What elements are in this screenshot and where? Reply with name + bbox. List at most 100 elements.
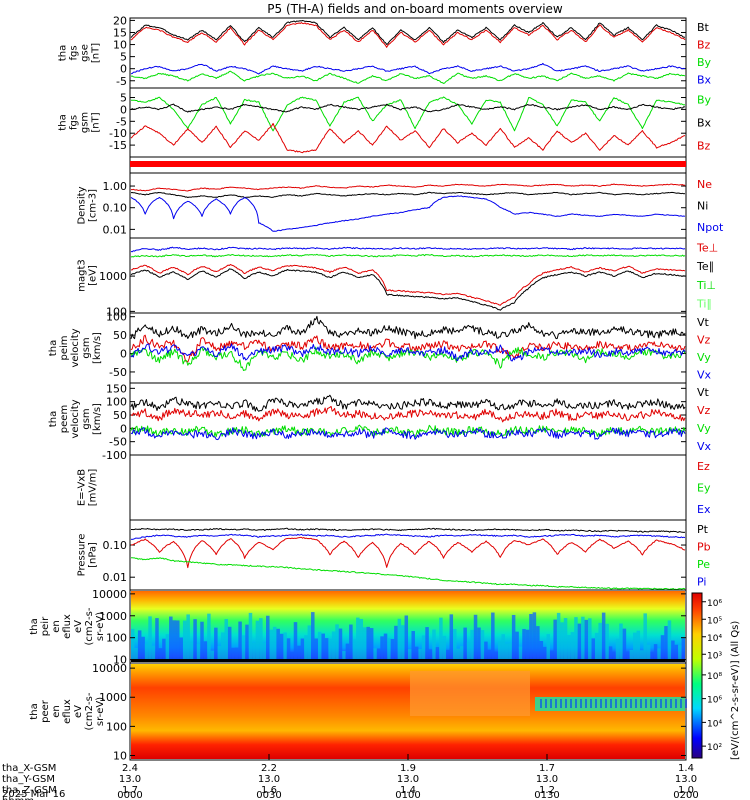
y-tick-label: 1000 [99, 610, 127, 623]
axis-row-value: 13.0 [258, 774, 280, 785]
date-label: 2025 Mar 16 [2, 789, 65, 800]
spectrogram-stripe [565, 699, 567, 708]
spectrogram-stripe [540, 699, 542, 708]
spectrogram-column [660, 635, 665, 662]
spectrogram-column [470, 629, 474, 662]
spectrogram-column [667, 620, 672, 662]
y-axis-label-line: gsm [81, 337, 92, 358]
y-tick-label: 0.01 [103, 571, 128, 584]
spectrogram-column [272, 626, 277, 662]
spectrogram-column [262, 642, 267, 662]
series-by [131, 96, 686, 132]
series-bx [130, 103, 686, 113]
y-axis-label: thapeirenefluxeV(cm2-s-sr-eV) [29, 607, 106, 645]
spectrogram-column [328, 638, 332, 662]
legend-entry: Bz [697, 38, 711, 51]
spectrogram-column [394, 625, 398, 662]
y-axis-label-line: eV [73, 620, 84, 633]
spectrogram-column [324, 638, 329, 662]
spectrogram-column [193, 619, 197, 662]
spectrogram-column [203, 641, 208, 662]
colorbar-tick-label: 10⁵ [707, 616, 722, 626]
spectrogram-column [612, 651, 616, 662]
spectrogram-column [134, 647, 138, 662]
spectrogram-column [331, 631, 336, 662]
legend-entry: Ex [697, 503, 711, 516]
legend-entry: By [697, 56, 712, 69]
axis-row-value: 1.7 [539, 763, 555, 774]
colorbar: 10⁶ 10⁵ 10⁴ 10³ 10⁸ 10⁶ 10⁴ 10² [eV/(cm^2-s-sr-… [691, 592, 741, 760]
y-axis-label-line: fgs [69, 45, 80, 60]
y-axis-label-line: [nT] [91, 112, 102, 132]
y-axis-label-line: sr-eV) [95, 612, 106, 641]
time-tick-label: 0100 [395, 790, 420, 800]
series-bz [130, 22, 686, 48]
legend-entry: Ti⊥ [696, 279, 716, 292]
spectrogram-stripe [630, 699, 632, 708]
spectrogram-column [425, 627, 429, 662]
y-axis-label-line: gse [80, 44, 91, 62]
y-axis-label-line: en [51, 705, 62, 718]
spectrogram-stripe [665, 699, 667, 708]
y-tick-label: 100 [106, 305, 127, 318]
spectrogram-column [442, 635, 447, 662]
spectrogram-column [646, 644, 651, 662]
spectrogram-column [383, 633, 388, 662]
series-bz [130, 122, 686, 154]
y-axis-label-line: en [51, 620, 62, 633]
spectrogram-column [577, 623, 582, 662]
spectrogram-column [515, 631, 519, 662]
axis-row-value: 1.6 [261, 785, 277, 796]
spectrogram-column [650, 651, 654, 662]
y-tick-label: 10000 [92, 588, 127, 601]
colorbar-tick-label: 10² [707, 743, 722, 753]
spectrogram-column [397, 618, 402, 662]
spectrogram-column [674, 644, 679, 662]
spectrogram-stripe [650, 699, 652, 708]
spectrogram-column [141, 636, 145, 662]
axis-row-label: tha_Z-GSM [2, 785, 57, 796]
spectrogram-column [266, 615, 270, 662]
spectrogram-column [456, 648, 460, 662]
y-tick-label: 0 [120, 63, 127, 76]
legend-entry: Bz [697, 140, 711, 153]
y-tick-label: 100 [106, 720, 127, 733]
spectrogram-column [511, 614, 516, 662]
spectrogram-column [536, 626, 540, 662]
series-vy [130, 346, 686, 371]
spectrogram-floor [131, 659, 685, 662]
legend-entry: Ey [697, 482, 711, 495]
spectrogram-column [574, 617, 578, 662]
series-te- [131, 264, 686, 306]
y-axis-label-line: peir [40, 616, 51, 636]
spectrogram-column [217, 646, 222, 662]
series-vx [130, 343, 686, 362]
y-axis-label-line: gsm [80, 112, 91, 133]
spectrogram-stripe [585, 699, 587, 708]
spectrogram-column [539, 641, 544, 662]
y-tick-label: 15 [113, 26, 127, 39]
y-axis-label-line: [mV/m] [88, 469, 99, 507]
spectrogram-column [622, 628, 627, 662]
y-tick-label: 10000 [92, 662, 127, 675]
spectrogram-column [241, 635, 246, 662]
spectrogram-column [681, 638, 686, 662]
spectrogram-column [390, 638, 395, 662]
panel-exb: E=-VxB[mV/m] Ez Ey Ex [77, 454, 711, 521]
legend-entry: Ez [697, 460, 710, 473]
panel-peir-spec: 10000 1000 100 10 thapeirenefluxeV(cm2-s-sr-… [29, 588, 687, 667]
legend-entry: Vz [697, 404, 711, 417]
panel-frame [129, 172, 687, 239]
spectrogram-stripe [640, 699, 642, 708]
colorbar-tick-label: 10⁴ [707, 634, 722, 644]
spectrogram-column [380, 636, 384, 662]
spectrogram-column [214, 627, 218, 662]
spectrogram-column [359, 618, 364, 662]
spectrogram-column [238, 621, 242, 662]
spectrogram-column [633, 632, 637, 662]
colorbar-ticks: 10⁶ 10⁵ 10⁴ 10³ 10⁸ 10⁶ 10⁴ 10² [702, 599, 722, 753]
legend-entry: Vy [697, 422, 711, 435]
spectrogram-column [498, 641, 502, 662]
spectrogram-column [657, 648, 661, 662]
